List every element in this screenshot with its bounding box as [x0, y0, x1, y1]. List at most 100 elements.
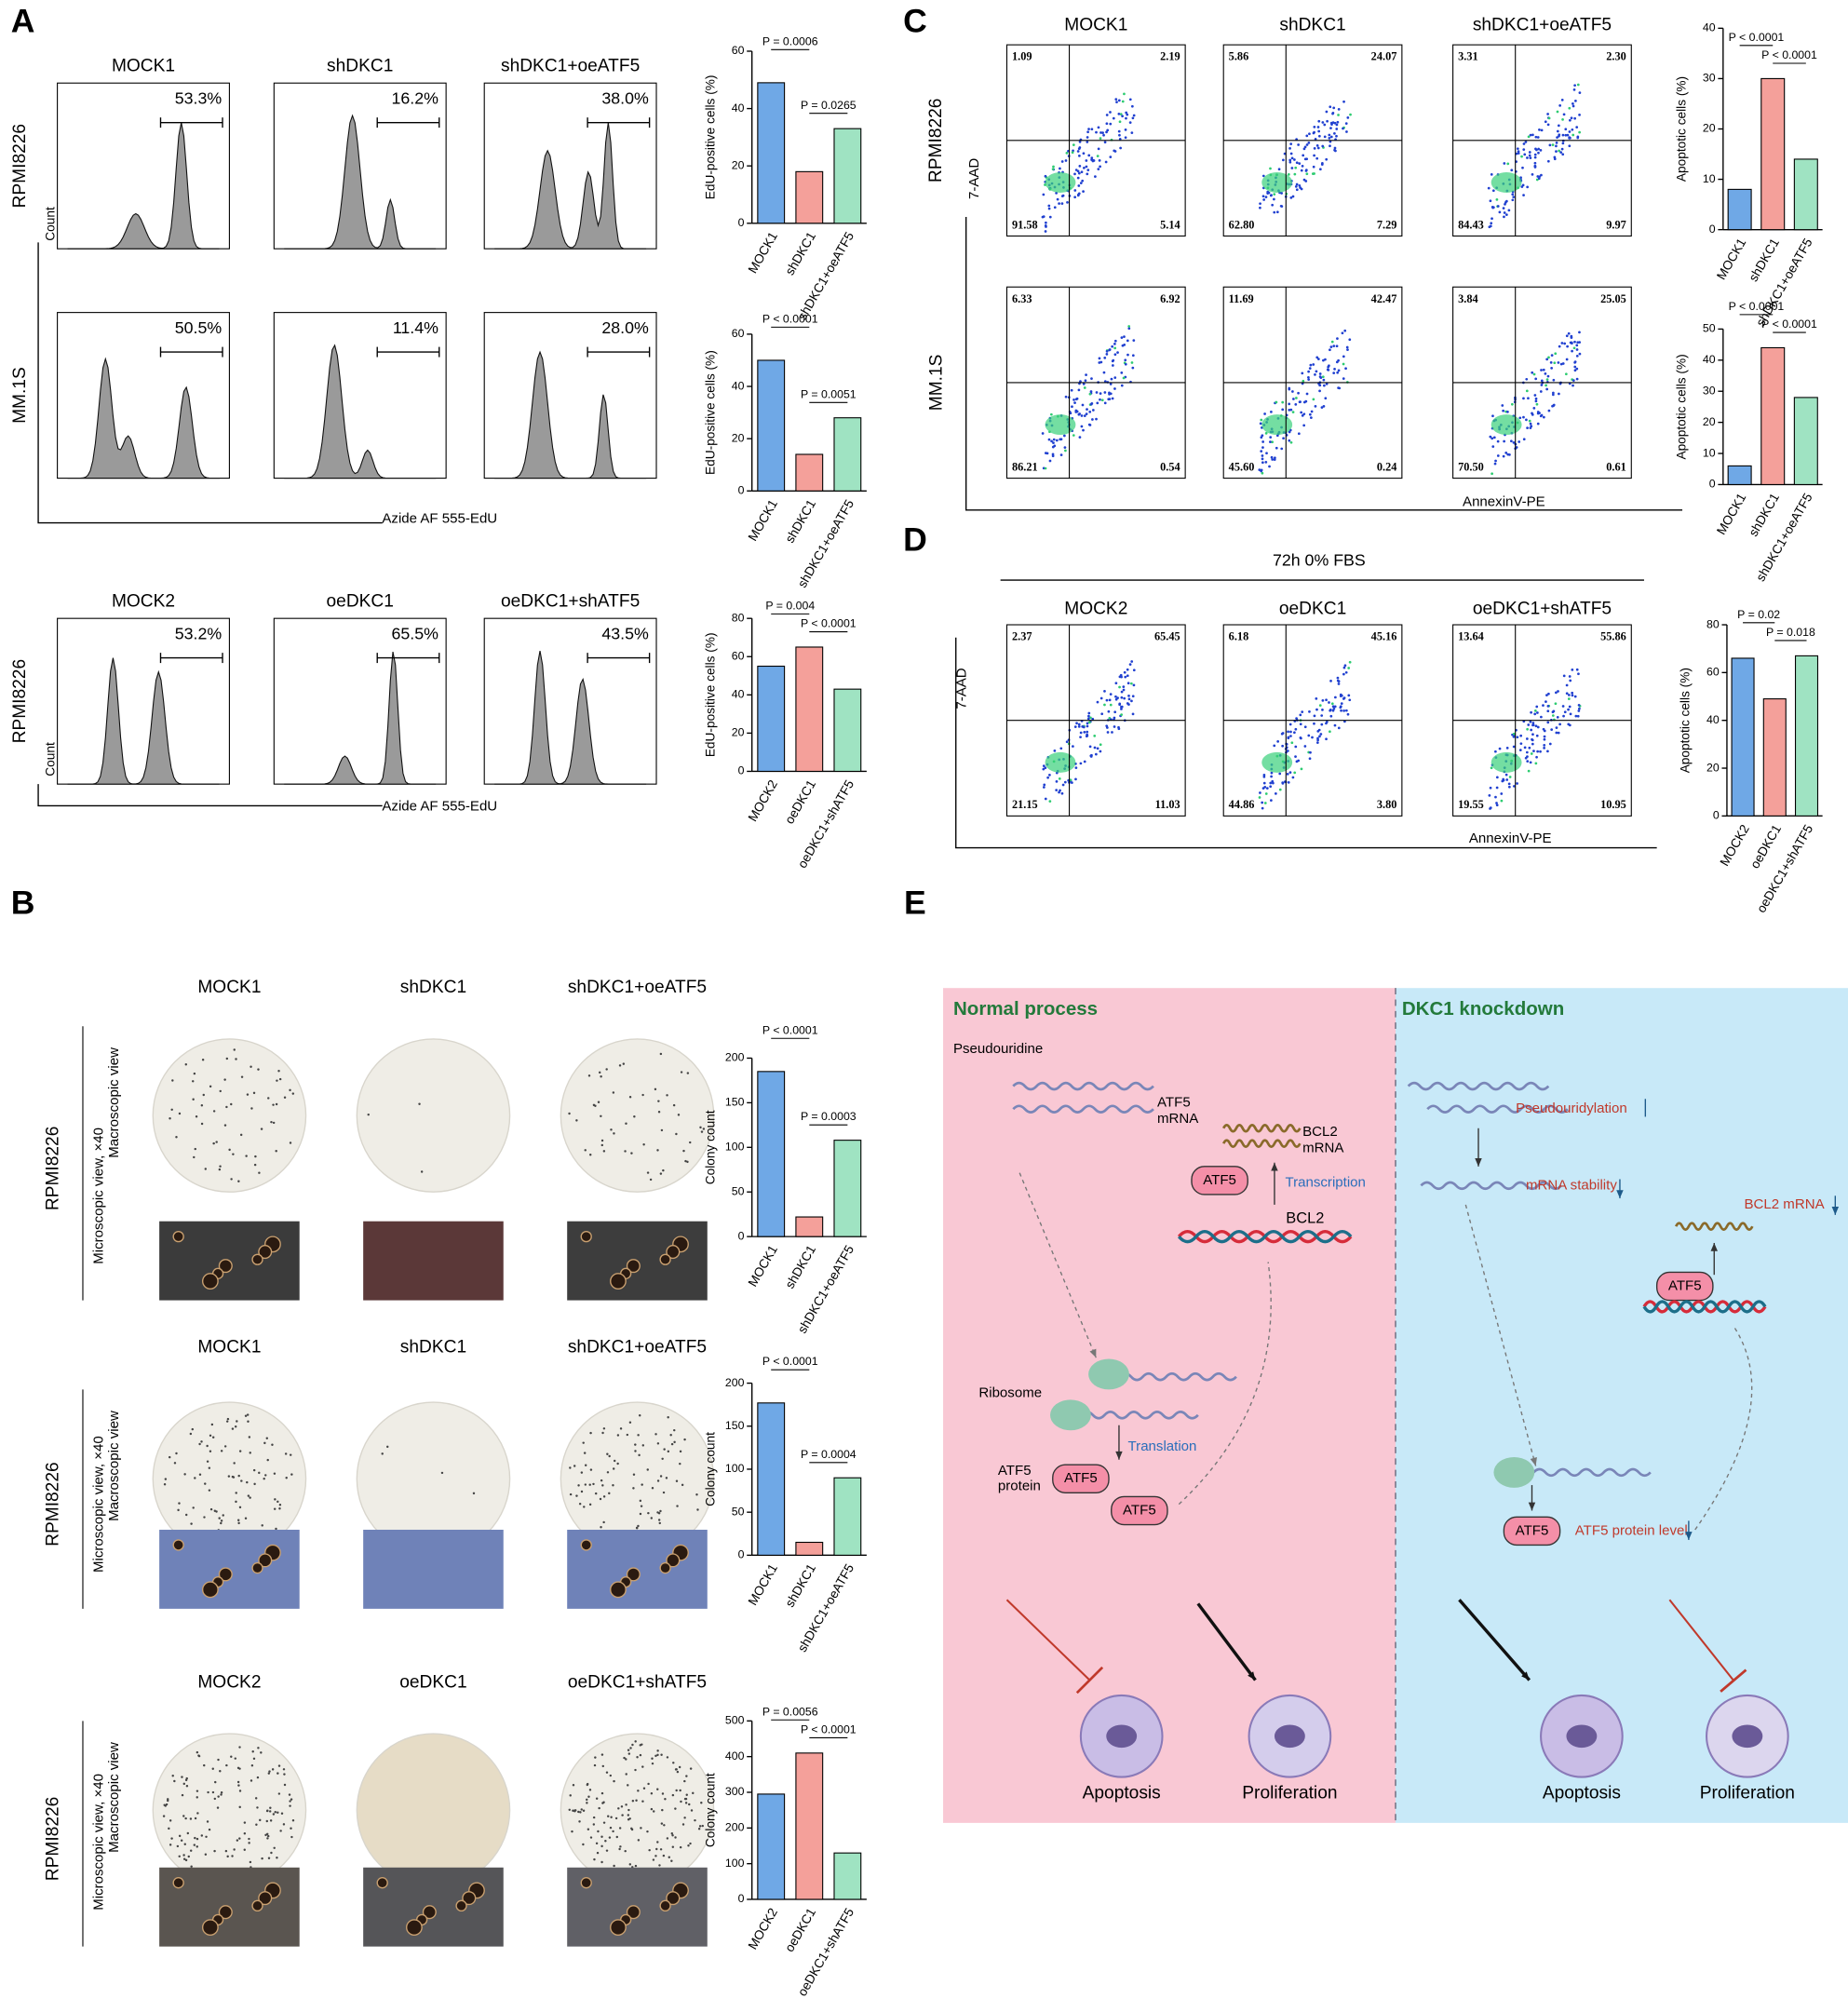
colony [269, 1819, 273, 1822]
colony [613, 1864, 615, 1868]
histogram [67, 657, 220, 785]
flow-dot [1336, 676, 1340, 680]
colony [592, 1816, 596, 1819]
colony [267, 1097, 270, 1100]
colony [635, 1527, 639, 1530]
flow-dot [1342, 709, 1345, 712]
colony [648, 1848, 651, 1852]
view-label: Macroscopic view [106, 1742, 122, 1853]
flow-dot [1345, 345, 1349, 349]
flow-dot [1042, 764, 1045, 767]
flow-dot [1535, 402, 1539, 406]
flow-dot [1264, 461, 1268, 464]
protein [1503, 1516, 1561, 1547]
flow-dot [1530, 752, 1533, 755]
colony [665, 1477, 668, 1479]
colony [266, 1809, 269, 1812]
flow-dot [1316, 738, 1319, 742]
colony [250, 1107, 253, 1110]
flow-dot [1043, 783, 1046, 787]
culture-plate [152, 1038, 307, 1193]
flow-dot [1577, 709, 1581, 712]
flow-dot [1557, 124, 1560, 128]
flow-dot [1114, 98, 1118, 101]
flow-dot [1264, 196, 1268, 199]
flow-dot [1126, 339, 1129, 343]
flow-dot [1540, 369, 1543, 371]
flow-dot [1072, 434, 1075, 437]
flow-dot [1525, 377, 1529, 381]
flow-dot [1538, 412, 1541, 414]
dna [1177, 1229, 1353, 1244]
quadrant-value: 19.55 [1458, 798, 1484, 811]
colony [671, 1845, 675, 1849]
flow-dot [1126, 668, 1129, 671]
flow-dot [1553, 361, 1557, 365]
flow-dot [1501, 404, 1504, 407]
label: ATF5 [998, 1463, 1032, 1479]
flow-dot [1041, 215, 1045, 219]
panel-label: D [903, 520, 927, 558]
flow-dot [1568, 137, 1571, 140]
flow-dot [1113, 339, 1117, 343]
flow-dot [1264, 792, 1268, 795]
flow-dot [1334, 149, 1337, 153]
flow-dot [1348, 338, 1352, 342]
flow-dot [1291, 195, 1295, 198]
flow-dot [1335, 360, 1339, 364]
flow-dot [1048, 774, 1051, 777]
flow-dot [1489, 199, 1492, 203]
flow-dot [1073, 196, 1077, 199]
flow-dot [1301, 710, 1304, 714]
colony [270, 1120, 273, 1124]
colony [586, 1783, 589, 1787]
culture-plate [356, 1038, 511, 1193]
flow-dot [1325, 383, 1329, 385]
colony [283, 1783, 287, 1787]
flow-dot [1531, 172, 1534, 176]
colony [222, 1514, 224, 1517]
flow-dot [1114, 682, 1118, 685]
flow-dot [1078, 155, 1081, 157]
colony [586, 1798, 588, 1802]
panel-label: A [11, 2, 35, 39]
flow-dot [1567, 331, 1571, 335]
axis-arrow [955, 637, 1657, 849]
colony [247, 1420, 250, 1423]
colony [183, 1843, 186, 1846]
flow-dot [1559, 362, 1563, 366]
colony [226, 1855, 229, 1858]
colony [628, 1817, 631, 1820]
flow-dot [1120, 713, 1123, 716]
arrow-head [1528, 1502, 1536, 1511]
colony [689, 1842, 692, 1845]
colony [673, 1428, 676, 1432]
colony [217, 1758, 220, 1762]
flow-dot [1273, 744, 1276, 748]
flow-dot [1539, 148, 1543, 152]
flow-dot [1305, 143, 1309, 146]
flow-dot [1058, 790, 1060, 794]
flow-dot [1575, 344, 1579, 347]
colony [641, 1483, 643, 1486]
flow-dot [1109, 383, 1113, 385]
colony [204, 1482, 207, 1485]
flow-dot [1343, 664, 1347, 668]
colony [616, 1462, 619, 1465]
flow-dot [1309, 416, 1313, 419]
flow-dot [1078, 165, 1082, 168]
colony [218, 1517, 221, 1520]
flow-dot [1554, 352, 1558, 356]
quadrant-value: 10.95 [1600, 798, 1626, 811]
colony [619, 1427, 623, 1430]
flow-dot [1495, 197, 1499, 201]
flow-dot [1491, 217, 1493, 221]
colony [602, 1150, 606, 1153]
row-label: RPMI8226 [44, 1127, 63, 1211]
flow-dot [1341, 331, 1344, 335]
flow-dot [1086, 172, 1089, 176]
colony [598, 1806, 600, 1810]
colony [290, 1473, 293, 1476]
flow-dot [1132, 683, 1136, 687]
flow-dot [1564, 372, 1568, 376]
